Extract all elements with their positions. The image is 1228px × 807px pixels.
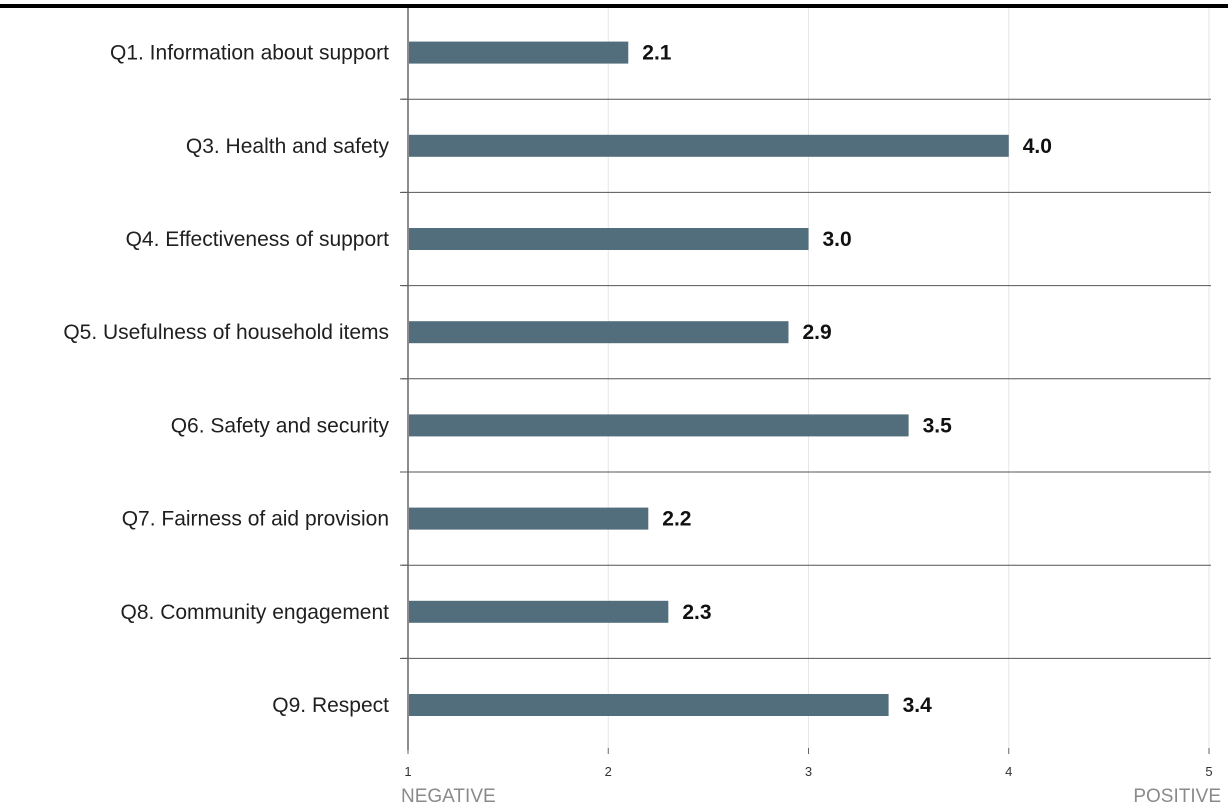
bar xyxy=(409,694,889,716)
category-label: Q3. Health and safety xyxy=(186,135,390,158)
category-label: Q6. Safety and security xyxy=(171,414,390,437)
bar xyxy=(409,321,789,344)
x-min-label: NEGATIVE xyxy=(401,786,496,807)
value-label: 2.3 xyxy=(682,601,711,624)
bar xyxy=(409,134,1009,157)
bar xyxy=(409,228,809,250)
category-label: Q9. Respect xyxy=(272,694,389,717)
x-tick-label: 1 xyxy=(404,764,411,779)
gridlines xyxy=(607,8,1210,748)
value-labels: 2.1 4.0 3.0 2.9 3.5 2.2 2.3 3.4 xyxy=(642,42,1052,717)
value-label: 2.2 xyxy=(662,508,691,531)
row-separators xyxy=(400,98,1211,659)
bar xyxy=(409,414,909,437)
value-label: 2.9 xyxy=(802,321,831,344)
bar xyxy=(409,41,629,64)
value-label: 3.5 xyxy=(923,414,953,437)
bars xyxy=(409,41,1009,716)
category-label: Q8. Community engagement xyxy=(121,601,390,624)
bar xyxy=(409,600,669,623)
x-tick-label: 3 xyxy=(805,764,812,779)
category-label: Q4. Effectiveness of support xyxy=(126,228,390,251)
x-tick-label: 2 xyxy=(605,764,612,779)
category-label: Q1. Information about support xyxy=(110,42,389,65)
x-max-label: POSITIVE xyxy=(1133,786,1221,807)
category-label: Q5. Usefulness of household items xyxy=(63,321,389,344)
value-label: 4.0 xyxy=(1023,135,1052,158)
category-labels: Q1. Information about support Q3. Health … xyxy=(63,42,389,717)
x-tick-label: 5 xyxy=(1205,764,1212,779)
value-label: 3.4 xyxy=(903,694,933,717)
x-tick-label: 4 xyxy=(1005,764,1012,779)
x-axis-ticks: 1 2 3 4 5 xyxy=(404,748,1213,779)
value-label: 2.1 xyxy=(642,42,672,65)
category-label: Q7. Fairness of aid provision xyxy=(122,508,389,531)
bar xyxy=(409,507,649,530)
value-label: 3.0 xyxy=(823,228,852,251)
